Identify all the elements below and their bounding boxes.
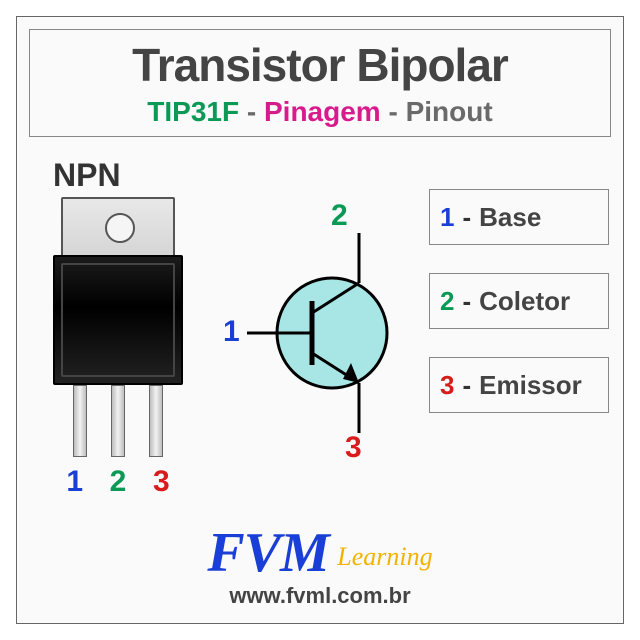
pin-num-3: 3 — [153, 465, 170, 499]
footer-url: www.fvml.com.br — [17, 583, 623, 609]
lead-3 — [149, 385, 163, 457]
legend-name-3: Emissor — [479, 370, 582, 401]
legend-num-1: 1 — [440, 202, 454, 233]
symbol-collector-label: 2 — [331, 199, 348, 233]
header-box: Transistor Bipolar TIP31F - Pinagem - Pi… — [29, 29, 611, 137]
footer: FVM Learning www.fvml.com.br — [17, 521, 623, 609]
lead-2 — [111, 385, 125, 457]
symbol-emitter-label: 3 — [345, 431, 362, 465]
title: Transistor Bipolar — [30, 38, 610, 92]
legend-num-2: 2 — [440, 286, 454, 317]
npn-symbol-icon: 1 2 3 — [227, 203, 417, 463]
lead-1 — [73, 385, 87, 457]
package-body — [53, 255, 183, 385]
pin-num-2: 2 — [110, 465, 127, 499]
pin-num-1: 1 — [66, 465, 83, 499]
legend-emitter: 3 - Emissor — [429, 357, 609, 413]
legend-dash-1: - — [462, 202, 471, 233]
legend-num-3: 3 — [440, 370, 454, 401]
legend-dash-3: - — [462, 370, 471, 401]
pin-number-row: 1 2 3 — [53, 465, 183, 499]
legend-name-1: Base — [479, 202, 541, 233]
pinagem-label: Pinagem — [264, 96, 381, 127]
legend-dash-2: - — [462, 286, 471, 317]
brand-logo: FVM — [207, 521, 329, 585]
symbol-base-label: 1 — [223, 315, 240, 349]
dash-1: - — [239, 96, 264, 127]
transistor-package-icon: 1 2 3 — [53, 197, 183, 477]
dash-2: - — [381, 96, 406, 127]
legend-name-2: Coletor — [479, 286, 570, 317]
legend-collector: 2 - Coletor — [429, 273, 609, 329]
part-number: TIP31F — [147, 96, 239, 127]
subtitle: TIP31F - Pinagem - Pinout — [30, 96, 610, 128]
pinout-label: Pinout — [406, 96, 493, 127]
legend-base: 1 - Base — [429, 189, 609, 245]
diagram-canvas: Transistor Bipolar TIP31F - Pinagem - Pi… — [16, 16, 624, 624]
npn-type-label: NPN — [53, 157, 121, 194]
brand-sub: Learning — [337, 542, 432, 571]
